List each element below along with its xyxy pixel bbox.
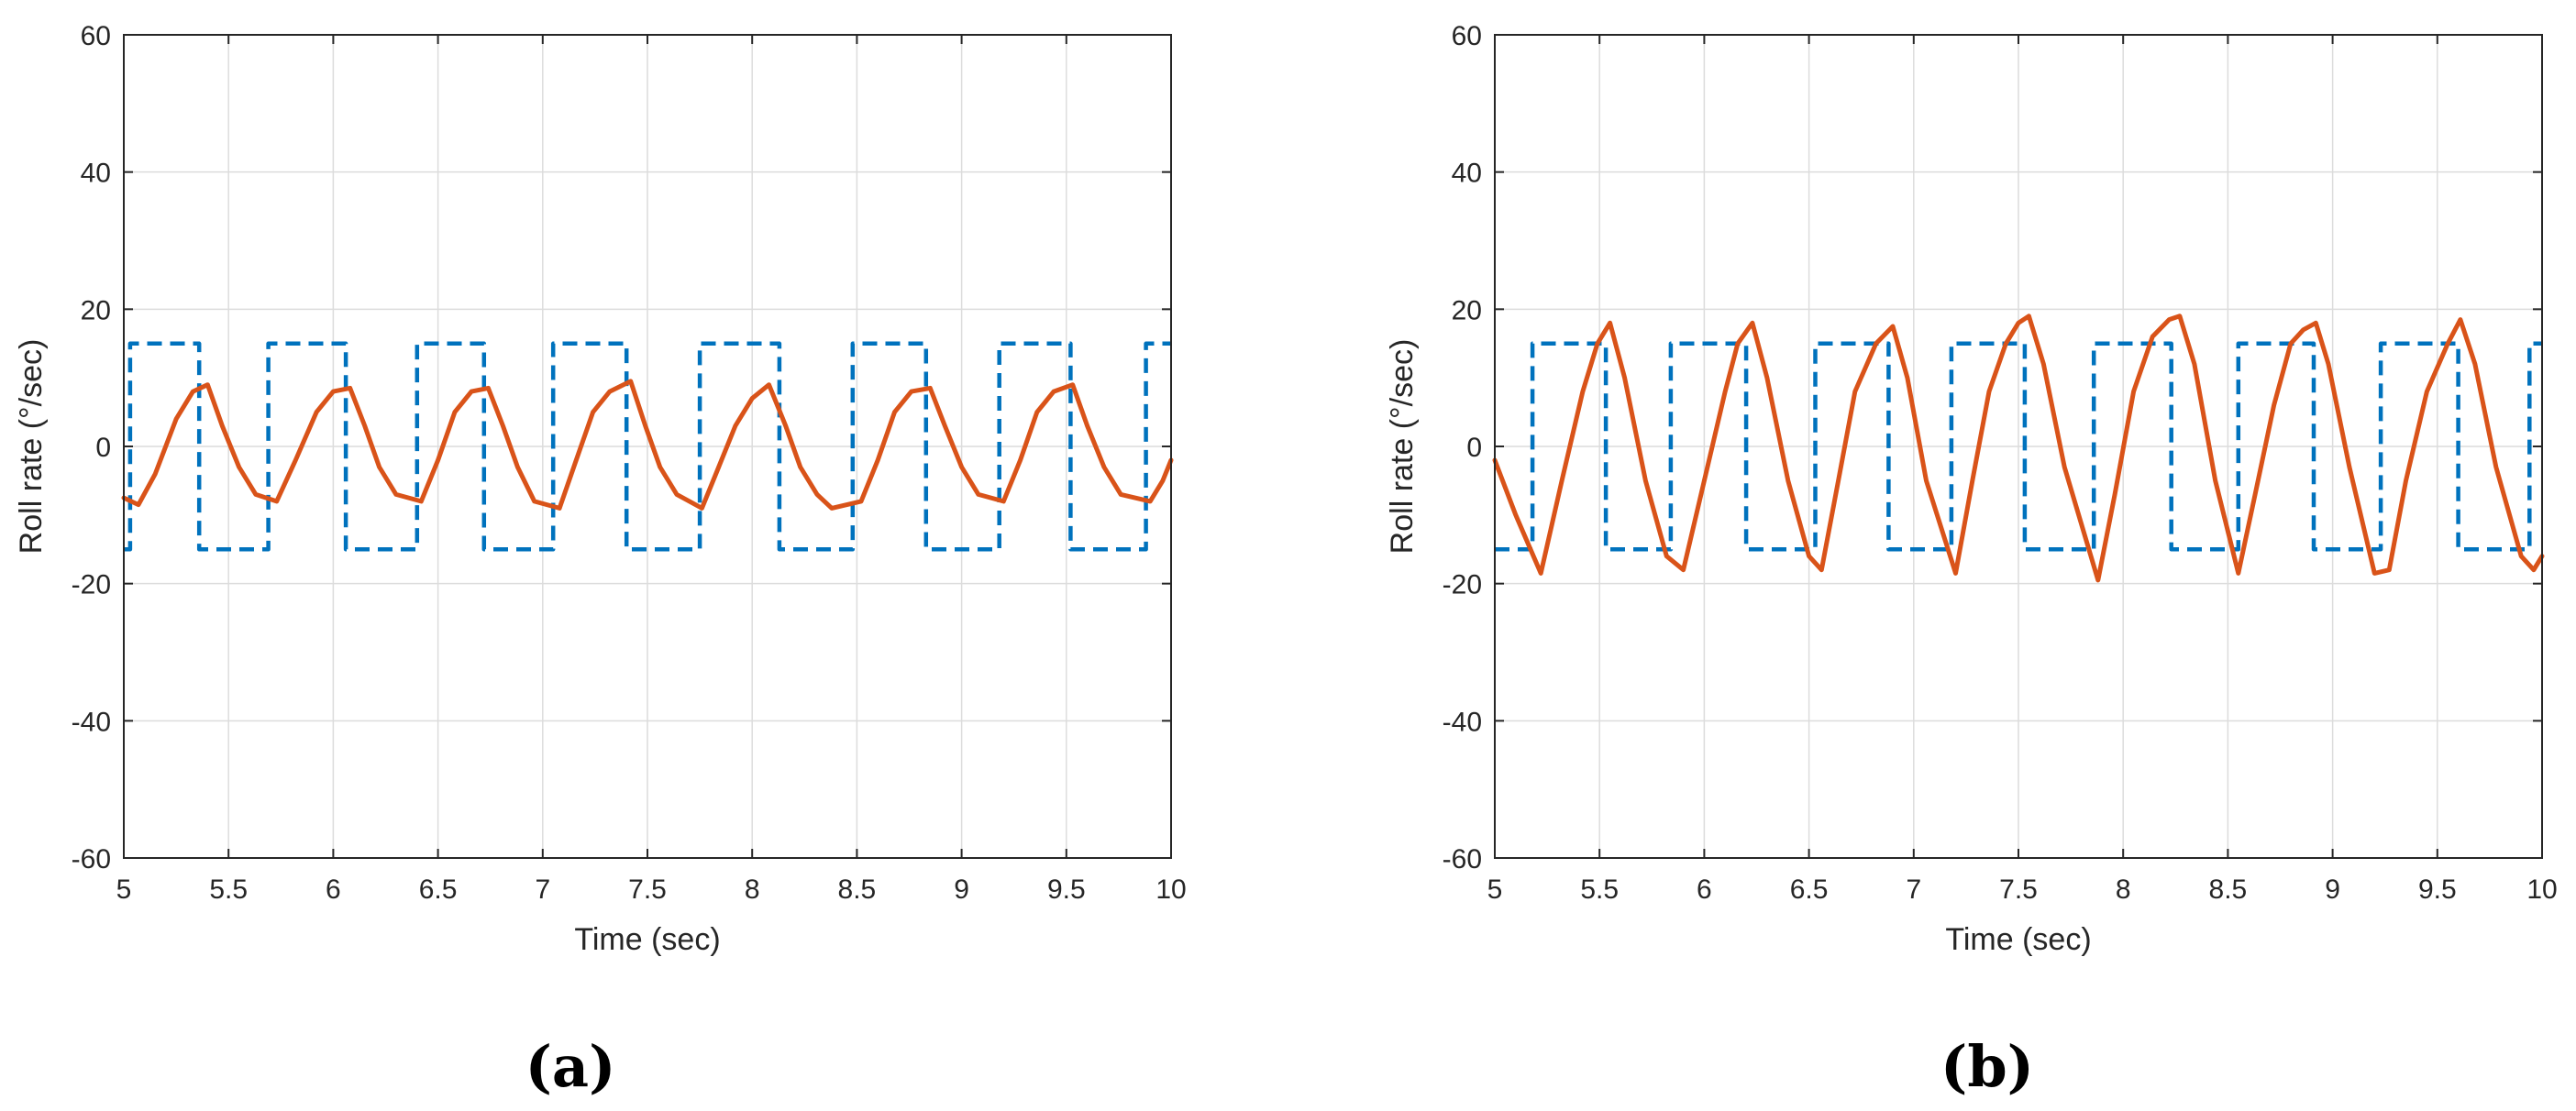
x-tick-label: 9 — [2325, 874, 2340, 905]
panel-label: (b) — [1940, 1033, 2034, 1100]
x-axis-label: Time (sec) — [1945, 922, 2091, 957]
y-tick-label: 0 — [1466, 433, 1482, 463]
y-tick-label: -20 — [1443, 570, 1482, 600]
x-tick-label: 10 — [1155, 874, 1186, 905]
panel-label: (a) — [525, 1033, 616, 1100]
y-tick-label: -40 — [1443, 707, 1482, 737]
y-tick-label: -40 — [72, 707, 111, 737]
x-tick-label: 8.5 — [2209, 874, 2248, 905]
y-tick-label: 20 — [1452, 295, 1482, 325]
x-tick-label: 5 — [116, 874, 132, 905]
x-tick-label: 9.5 — [1047, 874, 1086, 905]
y-axis-label: Roll rate (°/sec) — [14, 339, 49, 555]
x-axis-label: Time (sec) — [574, 922, 720, 957]
y-tick-label: -20 — [72, 570, 111, 600]
x-tick-label: 7 — [535, 874, 550, 905]
x-tick-label: 7.5 — [628, 874, 667, 905]
x-tick-label: 6.5 — [1790, 874, 1829, 905]
chart-panel-a: 5 5.5 6 6.5 7 7.5 8 8.5 9 9.5 10 -60 -40 -20 0 20 40 60 Ti… — [14, 21, 1187, 1100]
x-tick-label: 6.5 — [419, 874, 458, 905]
x-tick-label: 8.5 — [838, 874, 877, 905]
y-axis-label: Roll rate (°/sec) — [1385, 339, 1420, 555]
response-series-line — [121, 379, 1174, 511]
y-tick-label: -60 — [1443, 844, 1482, 874]
x-tick-label: 6 — [326, 874, 341, 905]
y-tick-label: 20 — [81, 295, 111, 325]
x-tick-label: 9 — [954, 874, 969, 905]
x-tick-label: 9.5 — [2418, 874, 2457, 905]
y-tick-label: 60 — [1452, 21, 1482, 51]
y-tick-label: 0 — [95, 433, 111, 463]
x-tick-label: 8 — [745, 874, 760, 905]
command-series-line — [124, 341, 1171, 552]
y-tick-label: -60 — [72, 844, 111, 874]
command-series-line — [1495, 341, 2542, 552]
y-tick-label: 40 — [1452, 159, 1482, 189]
response-series-line — [1492, 314, 2545, 583]
x-tick-label: 5.5 — [1580, 874, 1619, 905]
y-tick-label: 40 — [81, 159, 111, 189]
x-tick-label: 5 — [1487, 874, 1503, 905]
x-tick-label: 8 — [2116, 874, 2131, 905]
x-tick-label: 6 — [1697, 874, 1712, 905]
y-tick-label: 60 — [81, 21, 111, 51]
x-tick-label: 5.5 — [209, 874, 248, 905]
chart-panel-b: 5 5.5 6 6.5 7 7.5 8 8.5 9 9.5 10 -60 -40 -20 0 20 40 60 Ti… — [1385, 21, 2558, 1100]
x-tick-label: 7 — [1906, 874, 1921, 905]
x-tick-label: 7.5 — [1999, 874, 2038, 905]
x-tick-label: 10 — [2526, 874, 2557, 905]
